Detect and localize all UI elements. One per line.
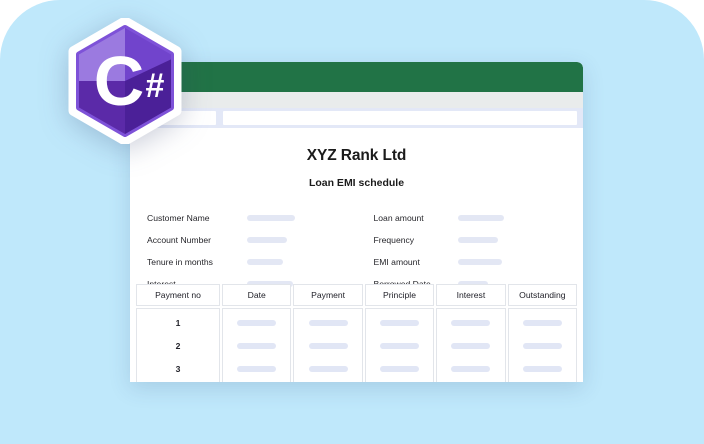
field-value-placeholder[interactable] bbox=[247, 259, 283, 265]
field-value-placeholder[interactable] bbox=[457, 237, 498, 243]
table-cell-payment-no: 2 bbox=[175, 340, 181, 351]
field-value-placeholder[interactable] bbox=[457, 215, 504, 221]
table-header-cell[interactable]: Payment no bbox=[136, 284, 220, 306]
formula-bar bbox=[130, 108, 583, 128]
table-header-cell[interactable]: Interest bbox=[436, 284, 506, 306]
table-column-body bbox=[436, 308, 506, 382]
fields-column-right: Loan amount Frequency EMI amount Borrowe… bbox=[357, 207, 584, 295]
spreadsheet-window: XYZ Rank Ltd Loan EMI schedule Customer … bbox=[130, 62, 583, 382]
table-column-interest: Interest bbox=[436, 284, 506, 382]
table-cell-placeholder[interactable] bbox=[237, 342, 277, 349]
table-column-payment: Payment bbox=[293, 284, 363, 382]
page-title: XYZ Rank Ltd bbox=[306, 147, 407, 164]
table-column-outstanding: Outstanding bbox=[507, 284, 578, 382]
ribbon-secondary-bar bbox=[130, 92, 583, 108]
field-value-placeholder[interactable] bbox=[247, 215, 295, 221]
table-cell-placeholder[interactable] bbox=[522, 365, 562, 372]
table-column-principle: Principle bbox=[364, 284, 435, 382]
field-frequency: Frequency bbox=[374, 229, 584, 251]
table-cell-placeholder[interactable] bbox=[451, 320, 491, 327]
field-value-placeholder[interactable] bbox=[247, 237, 287, 243]
table-header-cell[interactable]: Outstanding bbox=[507, 284, 578, 306]
table-cell-placeholder[interactable] bbox=[379, 342, 420, 349]
table-column-payment-no: Payment no 1 2 3 bbox=[136, 284, 220, 382]
field-customer-name: Customer Name bbox=[147, 207, 357, 229]
table-cell-placeholder[interactable] bbox=[237, 320, 277, 327]
field-label: Loan amount bbox=[373, 213, 424, 223]
table-header-cell[interactable]: Principle bbox=[364, 284, 435, 306]
field-value-placeholder[interactable] bbox=[457, 259, 502, 265]
table-cell-placeholder[interactable] bbox=[308, 342, 348, 349]
table-header-cell[interactable]: Date bbox=[222, 284, 292, 306]
field-label: Customer Name bbox=[147, 213, 210, 223]
logo-shade-light bbox=[79, 28, 125, 81]
field-account-number: Account Number bbox=[147, 229, 357, 251]
emi-schedule-table: Payment no 1 2 3 Date Payment bbox=[136, 284, 578, 382]
table-column-date: Date bbox=[222, 284, 292, 382]
table-column-body: 1 2 3 bbox=[136, 308, 220, 382]
table-column-body bbox=[507, 308, 578, 382]
table-cell-placeholder[interactable] bbox=[451, 342, 491, 349]
csharp-logo: C # bbox=[62, 18, 188, 144]
table-cell-placeholder[interactable] bbox=[522, 342, 562, 349]
fields-section: Customer Name Account Number Tenure in m… bbox=[130, 189, 583, 295]
table-cell-placeholder[interactable] bbox=[379, 365, 420, 372]
field-emi-amount: EMI amount bbox=[374, 251, 584, 273]
table-cell-placeholder[interactable] bbox=[237, 365, 277, 372]
fields-column-left: Customer Name Account Number Tenure in m… bbox=[130, 207, 357, 295]
field-label: EMI amount bbox=[373, 257, 420, 267]
table-header-cell[interactable]: Payment bbox=[293, 284, 363, 306]
formula-input[interactable] bbox=[223, 111, 577, 125]
table-cell-placeholder[interactable] bbox=[451, 365, 491, 372]
table-cell-placeholder[interactable] bbox=[308, 320, 348, 327]
logo-letter-c: C bbox=[94, 42, 145, 120]
table-column-body bbox=[364, 308, 435, 382]
logo-sharp-symbol: # bbox=[146, 67, 165, 105]
page-subtitle: Loan EMI schedule bbox=[308, 177, 405, 189]
table-cell-placeholder[interactable] bbox=[308, 365, 348, 372]
table-column-body bbox=[293, 308, 363, 382]
table-cell-payment-no: 1 bbox=[175, 318, 181, 329]
field-label: Account Number bbox=[147, 235, 212, 245]
field-tenure-in-months: Tenure in months bbox=[147, 251, 357, 273]
table-cell-placeholder[interactable] bbox=[379, 320, 420, 327]
field-loan-amount: Loan amount bbox=[374, 207, 584, 229]
table-cell-payment-no: 3 bbox=[175, 363, 181, 374]
field-label: Frequency bbox=[373, 235, 415, 245]
table-column-body bbox=[222, 308, 292, 382]
ribbon-toolbar bbox=[130, 62, 583, 92]
table-cell-placeholder[interactable] bbox=[522, 320, 562, 327]
field-label: Tenure in months bbox=[147, 257, 213, 267]
